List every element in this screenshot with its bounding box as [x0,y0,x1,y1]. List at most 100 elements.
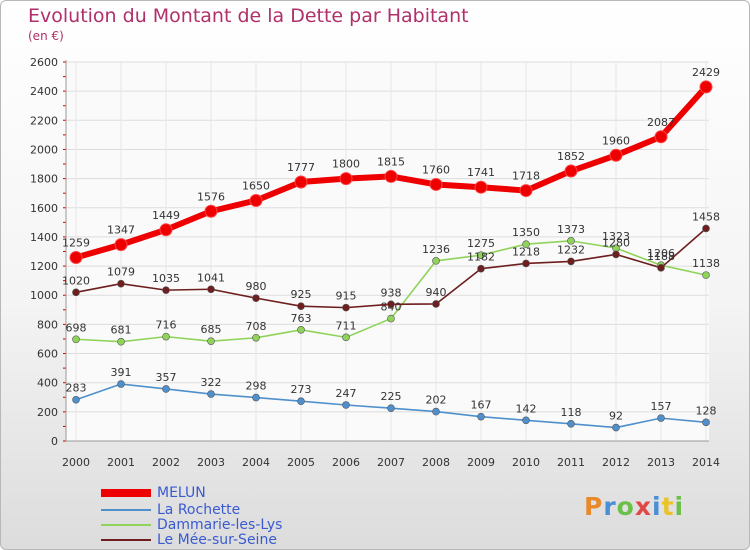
data-point-dammarie-les-lys [297,325,305,334]
x-tick-label: 2000 [62,456,90,469]
data-label-dammarie-les-lys: 1350 [512,226,540,239]
data-point-le-m-e-sur-seine [657,264,665,272]
data-point-la-rochette [252,393,260,402]
data-point-dammarie-les-lys [567,237,575,245]
data-point-la-rochette [567,419,575,428]
data-label-la-rochette: 273 [291,383,312,396]
legend-swatch [101,524,151,526]
x-tick-label: 2003 [197,456,225,469]
data-label-la-rochette: 298 [246,380,267,393]
data-label-le-m-e-sur-seine: 1232 [557,243,585,256]
logo-letter: i [652,492,662,521]
data-point-la-rochette [432,407,440,416]
legend-item-dammarie-les-lys: Dammarie-les-Lys [101,517,283,533]
data-label-la-rochette: 225 [381,390,402,403]
legend-item-melun: MELUN [101,485,206,501]
x-tick-label: 2002 [152,456,180,469]
legend-item-la-rochette: La Rochette [101,502,240,518]
x-tick-label: 2011 [557,456,585,469]
data-point-le-m-e-sur-seine [477,264,485,273]
data-label-dammarie-les-lys: 1206 [647,247,675,260]
data-point-dammarie-les-lys [72,335,80,344]
data-label-le-m-e-sur-seine: 925 [291,288,312,301]
x-tick-label: 2006 [332,456,360,469]
x-tick-label: 2009 [467,456,495,469]
data-label-la-rochette: 391 [111,366,132,379]
data-point-dammarie-les-lys [252,333,260,342]
legend-swatch [101,489,151,497]
data-label-dammarie-les-lys: 1236 [422,243,450,256]
data-point-le-m-e-sur-seine [432,300,440,308]
data-label-le-m-e-sur-seine: 1218 [512,245,540,258]
data-label-dammarie-les-lys: 1138 [692,257,720,270]
data-label-le-m-e-sur-seine: 1035 [152,272,180,285]
data-label-la-rochette: 283 [66,382,87,395]
data-label-melun: 1852 [557,150,585,163]
data-label-melun: 1650 [242,179,270,192]
data-point-melun [69,250,83,264]
data-label-melun: 1449 [152,209,180,222]
data-point-le-m-e-sur-seine [117,279,125,288]
data-point-melun [564,164,578,178]
data-point-melun [384,169,398,183]
data-label-dammarie-les-lys: 1373 [557,223,585,236]
x-tick-label: 2004 [242,456,270,469]
data-point-dammarie-les-lys [702,271,710,279]
data-point-melun [609,148,623,162]
data-label-dammarie-les-lys: 698 [66,321,87,334]
data-label-la-rochette: 92 [609,410,623,423]
logo-letter: r [603,492,617,521]
x-tick-label: 2013 [647,456,675,469]
data-point-le-m-e-sur-seine [72,288,80,297]
data-point-la-rochette [117,380,125,388]
logo-letter: P [584,492,604,521]
y-tick-label: 2600 [30,56,58,69]
data-point-melun [519,184,533,198]
logo-letter: t [661,492,675,521]
data-label-le-m-e-sur-seine: 1020 [62,274,90,287]
legend-label: MELUN [157,485,206,501]
x-tick-label: 2010 [512,456,540,469]
data-point-la-rochette [72,395,80,404]
data-label-dammarie-les-lys: 1275 [467,237,495,250]
logo-letter: i [674,492,685,521]
data-point-melun [114,238,128,252]
legend-item-le-m-e-sur-seine: Le Mée-sur-Seine [101,532,277,548]
y-tick-label: 200 [37,406,58,419]
data-label-dammarie-les-lys: 708 [246,320,267,333]
data-point-la-rochette [162,385,170,393]
data-point-melun [654,130,668,144]
data-point-le-m-e-sur-seine [387,300,395,309]
data-point-la-rochette [207,390,215,398]
data-point-le-m-e-sur-seine [522,259,530,268]
data-point-la-rochette [342,401,350,409]
data-point-dammarie-les-lys [342,333,350,342]
legend-label: Dammarie-les-Lys [157,517,283,533]
data-point-melun [204,204,218,218]
data-point-dammarie-les-lys [387,314,395,323]
data-label-le-m-e-sur-seine: 915 [336,290,357,303]
data-point-dammarie-les-lys [522,240,530,249]
data-label-le-m-e-sur-seine: 980 [246,280,267,293]
y-tick-label: 2400 [30,85,58,98]
proxiti-logo: Proxiti [584,492,684,521]
data-point-melun [474,180,488,194]
legend-label: Le Mée-sur-Seine [157,532,277,548]
data-point-la-rochette [387,404,395,413]
data-label-la-rochette: 202 [426,394,447,407]
data-point-melun [339,172,353,186]
data-label-dammarie-les-lys: 711 [336,319,357,332]
data-point-dammarie-les-lys [207,337,215,345]
y-tick-label: 600 [37,348,58,361]
data-label-melun: 1259 [62,236,90,249]
logo-letter: x [634,492,652,521]
data-point-le-m-e-sur-seine [162,286,170,294]
y-tick-label: 800 [37,318,58,331]
y-tick-label: 1400 [30,231,58,244]
y-tick-label: 1200 [30,260,58,273]
y-tick-label: 2200 [30,114,58,127]
chart-title: Evolution du Montant de la Dette par Hab… [28,5,469,27]
x-tick-label: 2007 [377,456,405,469]
data-label-dammarie-les-lys: 685 [201,323,222,336]
